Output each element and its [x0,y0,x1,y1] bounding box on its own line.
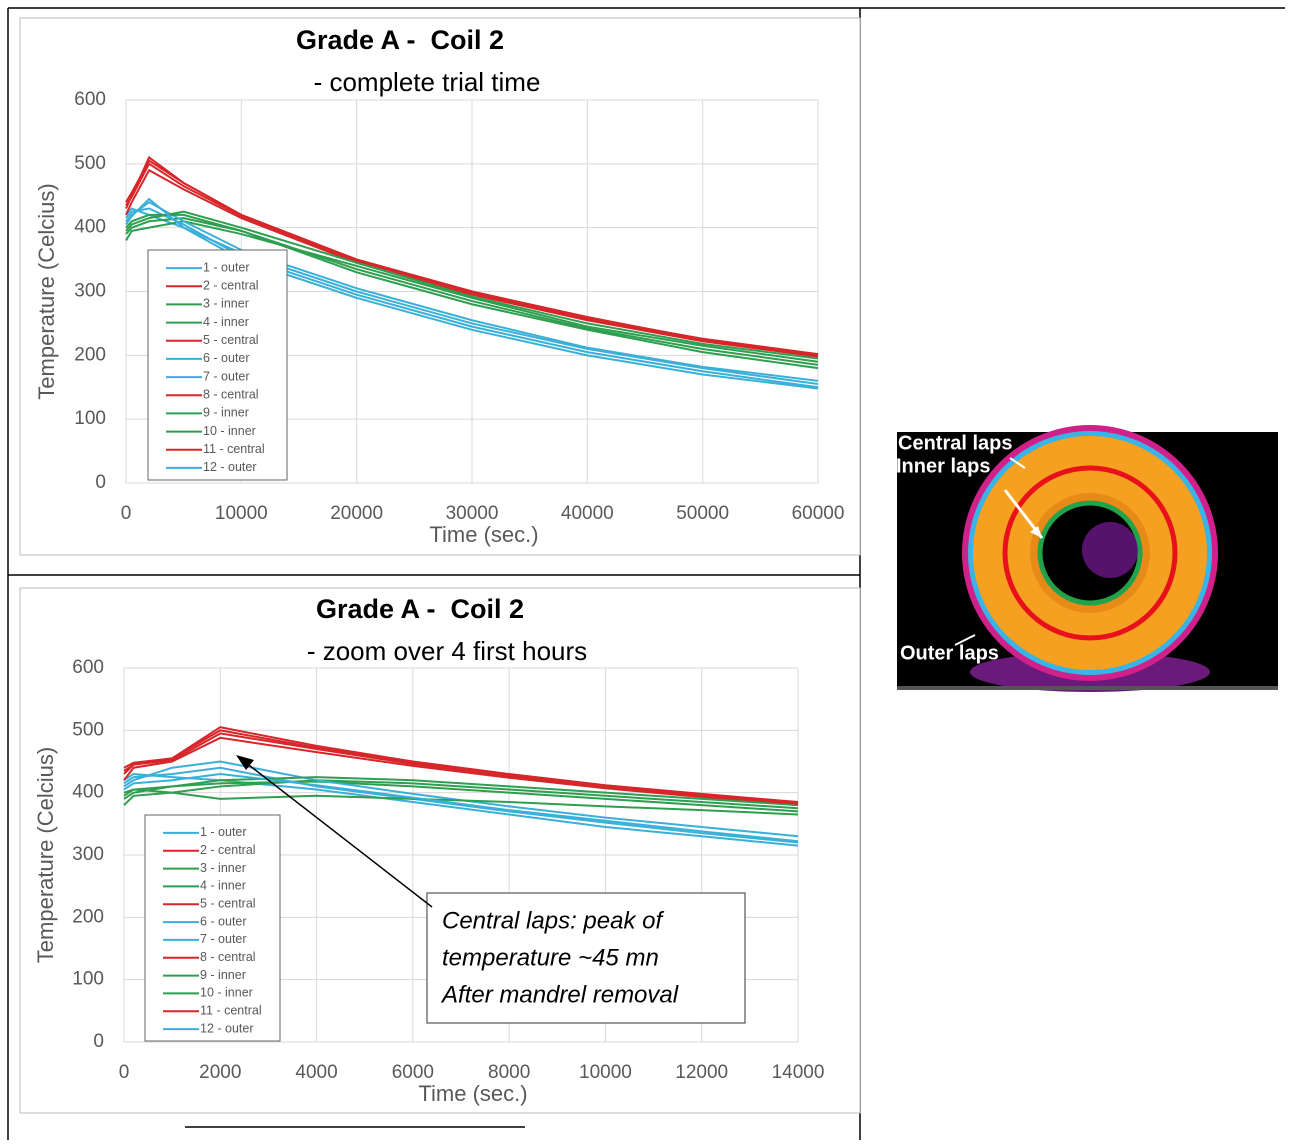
legend-label: 4 - inner [203,315,249,329]
data-line [123,766,799,844]
x-tick-label: 14000 [772,1062,825,1083]
x-tick-label: 10000 [215,503,268,524]
data-line [123,779,799,810]
legend-label: 2 - central [200,843,256,857]
data-line [123,788,799,816]
legend-label: 1 - outer [200,825,247,839]
y-tick-label: 400 [74,217,106,238]
y-tick-label: 600 [72,657,104,678]
x-tick-label: 4000 [295,1062,337,1083]
y-axis-label: Temperature (Celcius) [33,747,58,963]
legend-label: 8 - central [203,388,259,402]
annotation-box [426,892,746,1024]
data-line [125,197,819,390]
y-tick-label: 300 [74,281,106,302]
annotation-text: Central laps: peak of [442,907,664,934]
y-tick-label: 600 [74,89,106,110]
chart-title: Grade A - Coil 2 [316,594,524,624]
legend-label: 2 - central [203,279,259,293]
legend-box [147,249,288,481]
legend-label: 11 - central [203,442,265,456]
legend-label: 3 - inner [203,297,249,311]
y-axis-label: Temperature (Celcius) [34,183,59,399]
data-line [123,780,799,813]
x-tick-label: 20000 [330,503,383,524]
y-tick-label: 0 [93,1031,104,1052]
legend-box [144,814,281,1042]
y-tick-label: 500 [74,153,106,174]
legend-label: 9 - inner [200,968,246,982]
x-tick-label: 60000 [792,503,845,524]
legend-label: 10 - inner [203,424,256,438]
legend-label: 4 - inner [200,879,246,893]
x-tick-label: 0 [119,1062,130,1083]
data-line [125,207,819,386]
y-tick-label: 100 [74,408,106,429]
legend-label: 7 - outer [200,932,247,946]
y-tick-label: 200 [72,906,104,927]
annotation-arrow [244,761,433,908]
legend-label: 10 - inner [200,986,253,1000]
x-tick-label: 0 [121,503,132,524]
chart-subtitle: - zoom over 4 first hours [307,636,587,666]
data-line [123,760,799,838]
annotation-text: After mandrel removal [440,981,679,1008]
data-line [125,159,819,356]
data-line [123,736,799,807]
x-tick-label: 6000 [392,1062,434,1083]
legend-label: 7 - outer [203,369,250,383]
data-line [123,732,799,805]
legend-label: 6 - outer [200,914,247,928]
legend-label: 3 - inner [200,861,246,875]
y-tick-label: 300 [72,844,104,865]
data-line [125,207,819,389]
image-label: Central laps [898,432,1012,454]
chart-subtitle: - complete trial time [314,67,541,97]
y-tick-label: 500 [72,719,104,740]
data-line [125,210,819,360]
legend-label: 8 - central [200,950,256,964]
legend-label: 6 - outer [203,351,250,365]
y-tick-label: 400 [72,782,104,803]
data-line [123,772,799,843]
chart-title: Grade A - Coil 2 [296,25,504,55]
y-tick-label: 0 [95,472,106,493]
legend-label: 5 - central [200,897,256,911]
image-label: Inner laps [896,455,990,477]
x-tick-label: 30000 [446,503,499,524]
annotation-text: temperature ~45 mn [442,944,659,971]
legend-label: 11 - central [200,1004,262,1018]
data-line [125,162,819,357]
legend-label: 12 - outer [203,460,257,474]
legend-label: 5 - central [203,333,259,347]
image-label: Outer laps [900,642,999,664]
x-tick-label: 2000 [199,1062,241,1083]
data-line [125,213,819,366]
x-tick-label: 10000 [579,1062,632,1083]
legend-label: 9 - inner [203,406,249,420]
x-axis-label: Time (sec.) [429,522,538,547]
arrow-head [236,755,254,770]
legend-label: 12 - outer [200,1021,254,1035]
x-axis-label: Time (sec.) [418,1081,527,1106]
y-tick-label: 200 [74,344,106,365]
x-tick-label: 40000 [561,503,614,524]
x-tick-label: 12000 [675,1062,728,1083]
y-tick-label: 100 [72,969,104,990]
x-tick-label: 8000 [488,1062,530,1083]
x-tick-label: 50000 [676,503,729,524]
data-line [125,217,819,370]
data-line [123,776,799,807]
thermal-image [897,425,1278,692]
legend-label: 1 - outer [203,260,250,274]
